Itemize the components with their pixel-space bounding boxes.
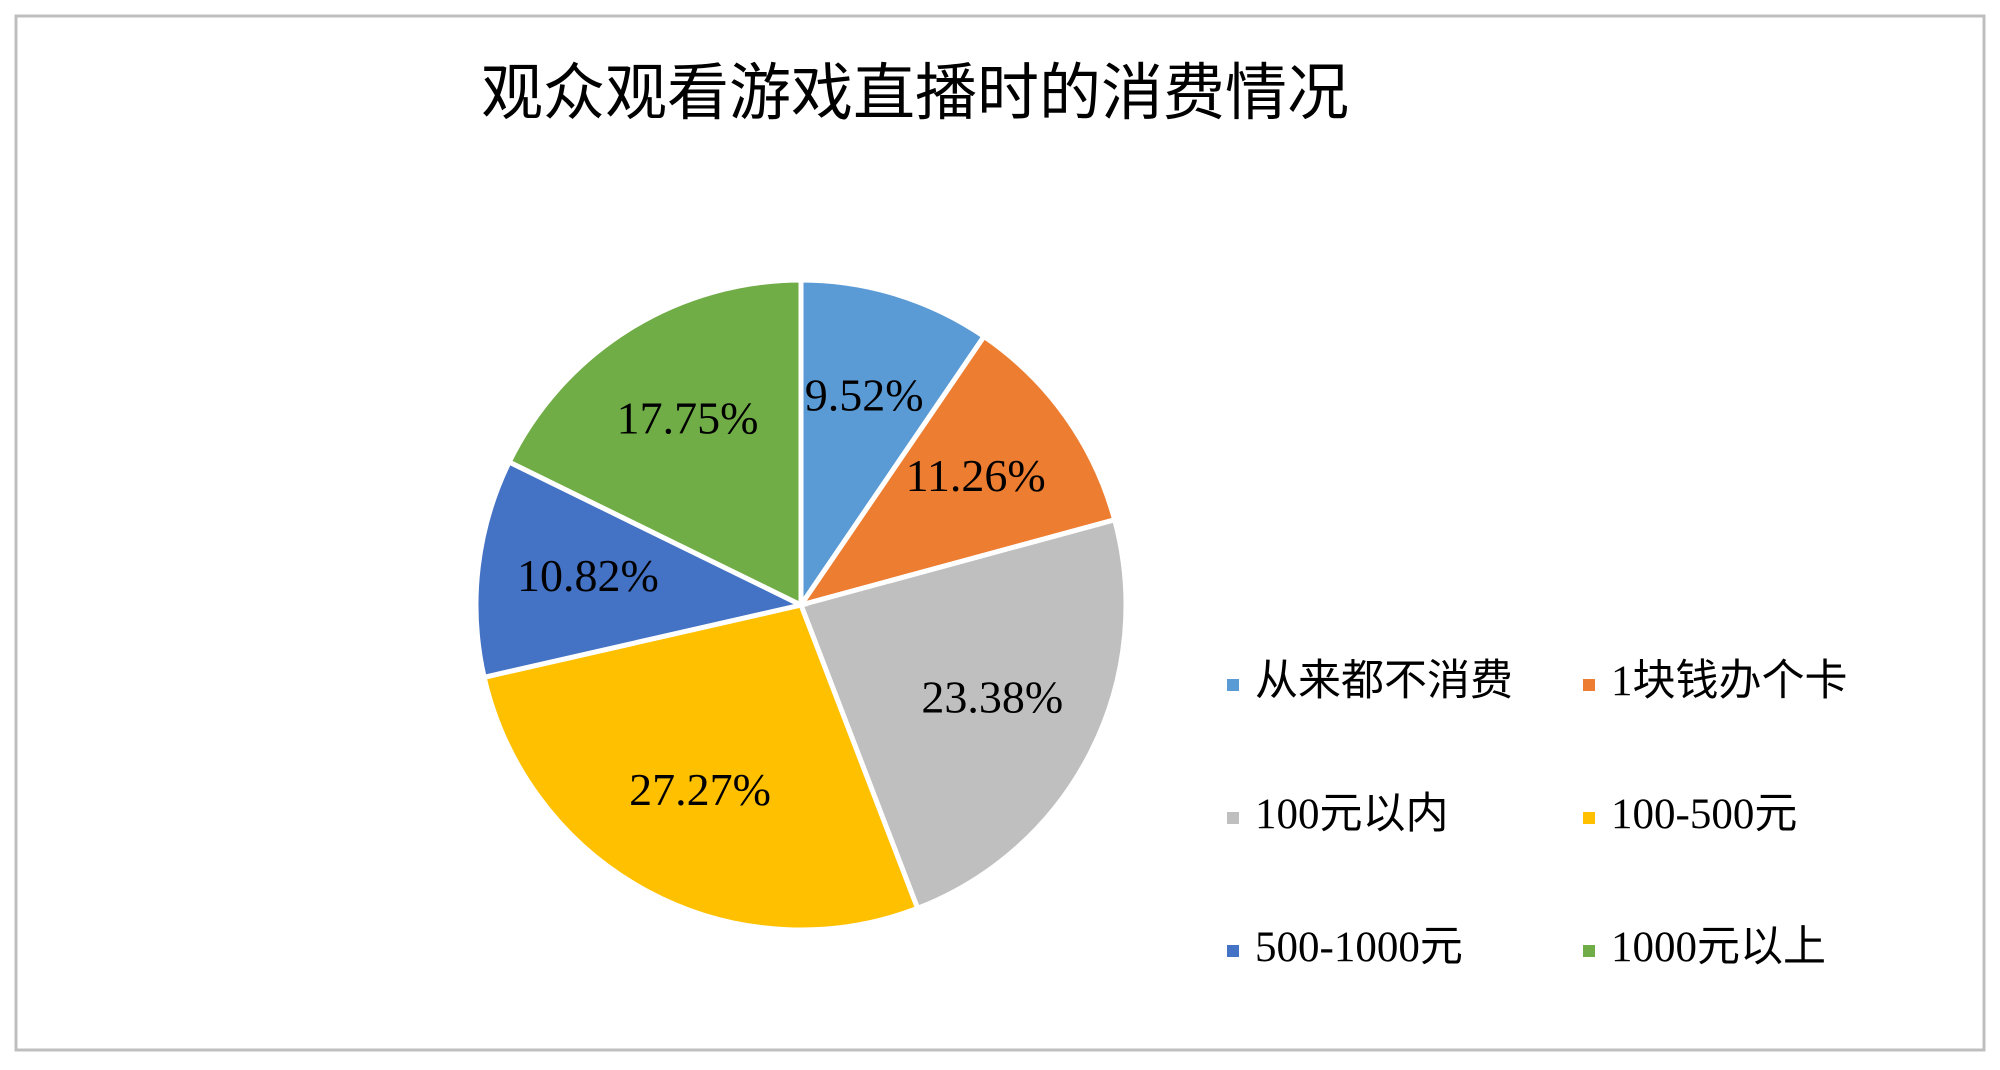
- data-label: 9.52%: [805, 370, 924, 421]
- legend-label: 1块钱办个卡: [1611, 658, 1848, 705]
- legend-label: 从来都不消费: [1255, 658, 1513, 705]
- data-label: 27.27%: [629, 764, 771, 815]
- legend-label: 1000元以上: [1611, 924, 1826, 971]
- legend-label: 500-1000元: [1255, 924, 1463, 971]
- legend-marker: [1583, 812, 1595, 824]
- pie-slice: [798, 277, 988, 614]
- legend-marker: [1583, 945, 1595, 957]
- data-label: 23.38%: [921, 672, 1063, 723]
- data-label: 11.26%: [906, 450, 1046, 501]
- legend-marker: [1227, 679, 1239, 691]
- pie-slice: [505, 277, 804, 610]
- legend-label: 100-500元: [1611, 791, 1797, 838]
- chart-title: 观众观看游戏直播时的消费情况: [481, 60, 1349, 128]
- legend-marker: [1227, 945, 1239, 957]
- pie-slice: [481, 602, 921, 933]
- data-label: 10.82%: [517, 550, 659, 601]
- pie-slice: [795, 332, 1118, 610]
- data-label: 17.75%: [617, 393, 759, 444]
- pie-slice: [473, 458, 809, 681]
- legend-marker: [1227, 812, 1239, 824]
- legend-label: 100元以内: [1255, 791, 1449, 838]
- legend-marker: [1583, 679, 1595, 691]
